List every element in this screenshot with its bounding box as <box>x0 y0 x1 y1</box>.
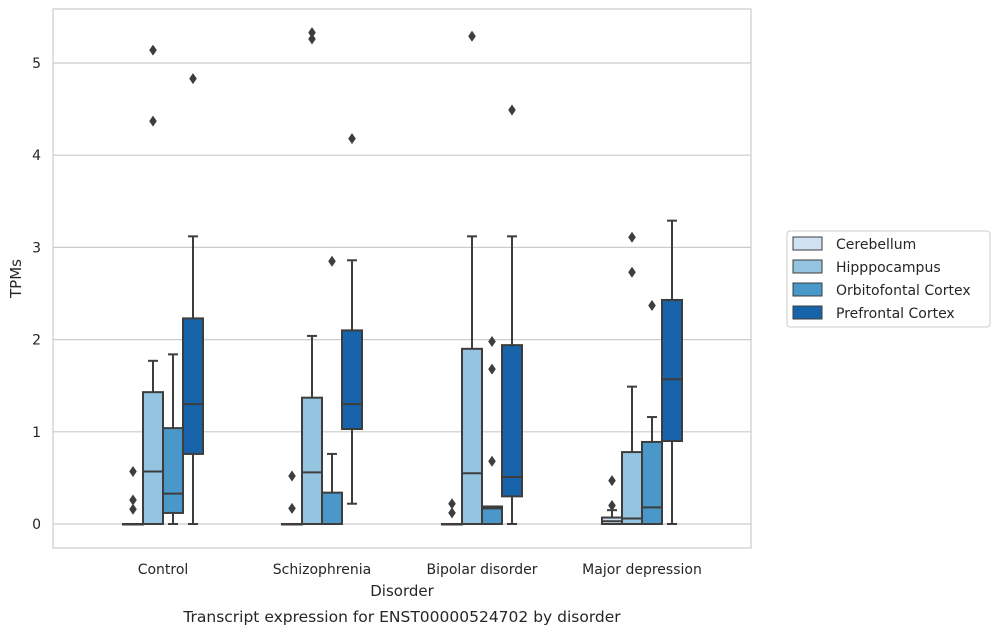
box <box>641 440 663 525</box>
box-group <box>142 44 164 525</box>
chart-caption: Transcript expression for ENST0000052470… <box>182 608 621 626</box>
y-axis-label: TPMs <box>7 259 25 299</box>
outlier-point <box>149 44 157 56</box>
outlier-point <box>328 255 336 267</box>
legend-label: Orbitofontal Cortex <box>836 283 971 299</box>
box-group <box>461 30 483 525</box>
outlier-point <box>308 33 316 45</box>
outlier-point <box>648 299 656 311</box>
box <box>321 491 343 526</box>
legend-swatch <box>792 259 823 274</box>
outlier-point <box>129 503 137 515</box>
y-tick-label: 3 <box>32 240 41 256</box>
box-group <box>601 475 623 526</box>
outlier-point <box>129 465 137 477</box>
box <box>162 427 184 514</box>
box <box>461 347 483 525</box>
y-tick-labels: 0 1 2 3 4 5 <box>32 56 41 533</box>
legend-swatch <box>792 282 823 297</box>
box-group <box>661 219 683 525</box>
y-tick-label: 0 <box>32 517 41 533</box>
outlier-point <box>468 30 476 42</box>
outlier-point <box>288 470 296 482</box>
legend-label: Prefrontal Cortex <box>836 306 955 322</box>
box <box>301 396 323 526</box>
outlier-point <box>288 502 296 514</box>
legend: Cerebellum Hipppocampus Orbitofontal Corte… <box>786 230 991 328</box>
box-group <box>341 133 363 505</box>
x-tick-label: Schizophrenia <box>273 562 371 578</box>
box-group <box>321 255 343 526</box>
legend-swatch <box>792 236 823 251</box>
box-group <box>122 465 144 526</box>
outlier-point <box>448 498 456 510</box>
outlier-point <box>628 231 636 243</box>
outlier-point <box>488 455 496 467</box>
box <box>501 344 523 498</box>
box <box>182 317 204 455</box>
x-tick-labels: Control Schizophrenia Bipolar disorder Majo… <box>138 562 702 578</box>
legend-label: Cerebellum <box>836 237 916 253</box>
box <box>341 329 363 431</box>
box-group <box>182 73 204 525</box>
box-group <box>621 231 643 526</box>
box-group <box>481 335 503 525</box>
box <box>142 391 164 525</box>
y-tick-label: 2 <box>32 333 41 349</box>
outlier-point <box>608 475 616 487</box>
box-group <box>301 27 323 526</box>
x-tick-label: Control <box>138 562 189 578</box>
outlier-point <box>129 494 137 506</box>
box <box>661 298 683 443</box>
outlier-point <box>488 335 496 347</box>
outlier-point <box>608 500 616 512</box>
box-group <box>641 299 663 525</box>
box-group <box>441 498 463 526</box>
x-tick-label: Bipolar disorder <box>426 562 537 578</box>
box-group <box>281 470 303 526</box>
box <box>481 505 503 525</box>
outlier-point <box>628 266 636 278</box>
box <box>621 451 643 526</box>
legend-swatch <box>792 305 823 320</box>
x-axis-label: Disorder <box>370 582 434 600</box>
outlier-point <box>348 133 356 145</box>
outlier-point <box>189 73 197 85</box>
y-tick-label: 1 <box>32 425 41 441</box>
y-tick-label: 5 <box>32 56 41 72</box>
outlier-point <box>508 104 516 116</box>
plot-frame <box>52 8 752 549</box>
outlier-point <box>308 27 316 39</box>
outlier-point <box>149 115 157 127</box>
legend-label: Hipppocampus <box>836 260 941 276</box>
outlier-point <box>448 507 456 519</box>
boxes-layer <box>122 27 683 526</box>
legend-items: Cerebellum Hipppocampus Orbitofontal Corte… <box>792 236 971 322</box>
legend-frame <box>786 230 991 328</box>
box-group <box>162 353 184 525</box>
box-group <box>501 104 523 525</box>
x-tick-label: Major depression <box>582 562 702 578</box>
y-tick-label: 4 <box>32 148 41 164</box>
outlier-point <box>488 363 496 375</box>
